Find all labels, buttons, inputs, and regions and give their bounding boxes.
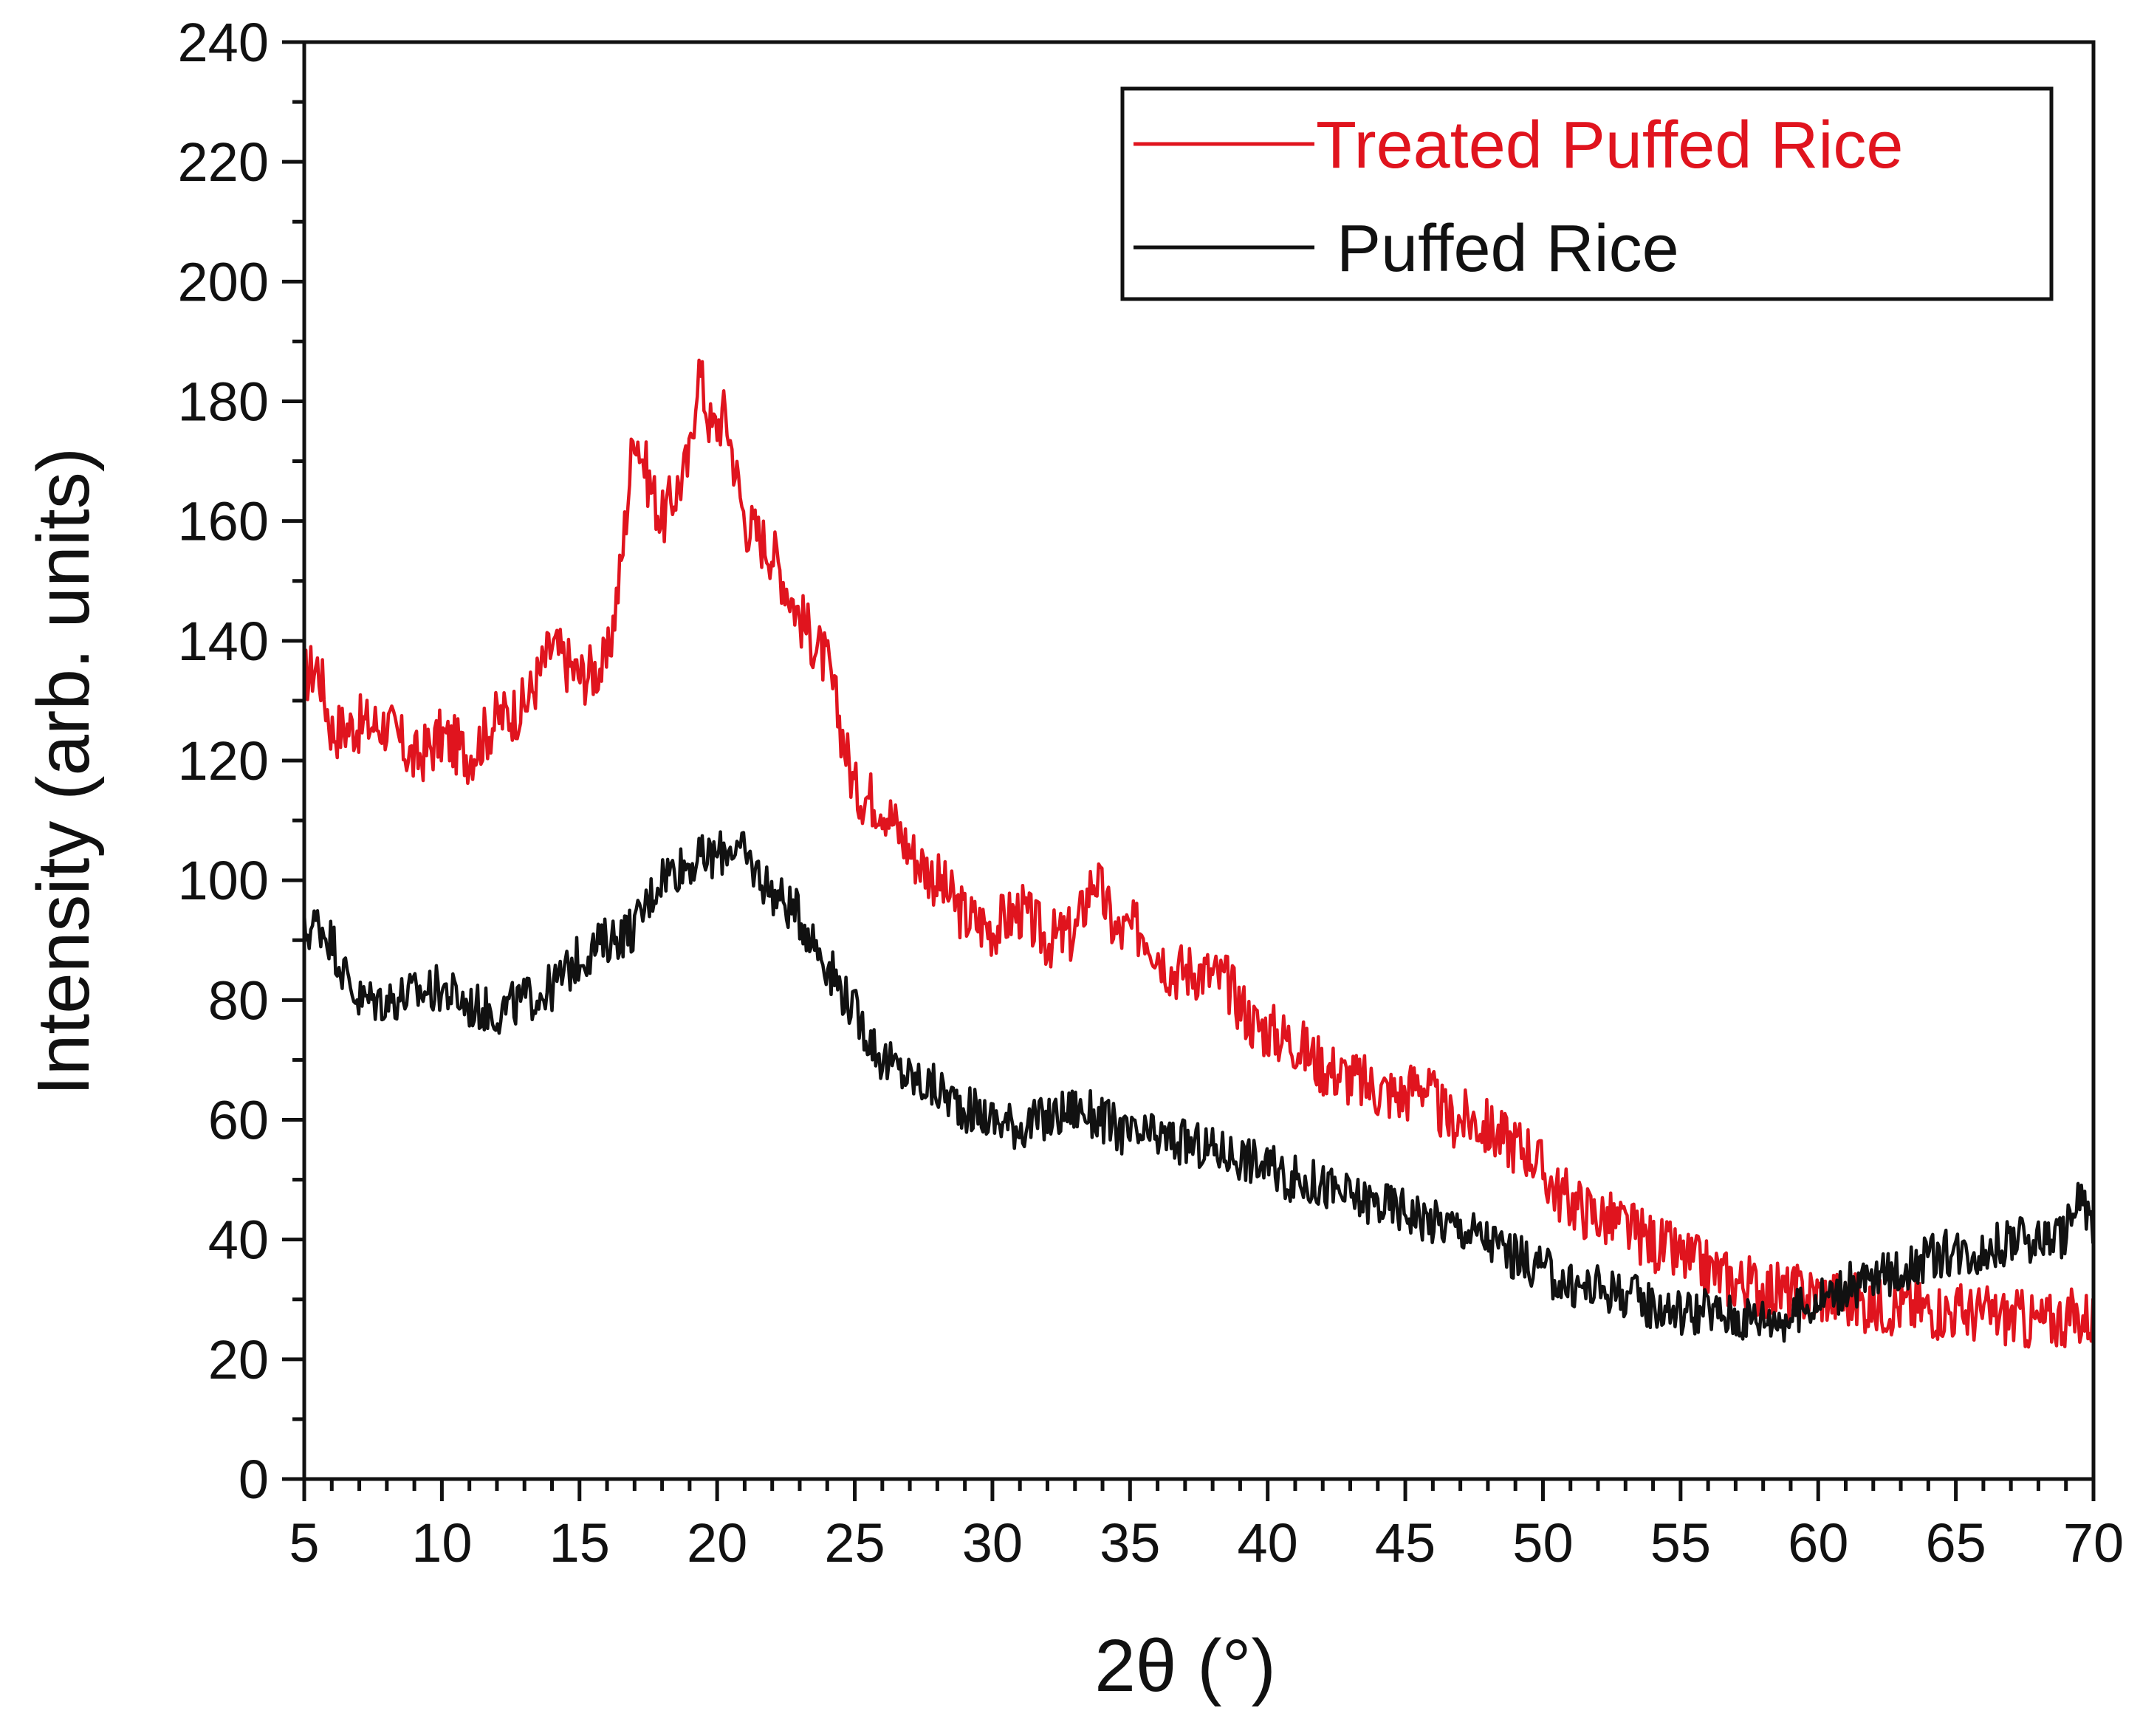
y-tick-label: 200 xyxy=(178,251,269,312)
y-tick-label: 40 xyxy=(208,1210,269,1271)
x-tick-label: 10 xyxy=(411,1512,472,1574)
x-tick-label: 30 xyxy=(962,1512,1023,1574)
x-tick-label: 60 xyxy=(1788,1512,1848,1574)
legend: Treated Puffed Rice Puffed Rice xyxy=(1120,86,2054,301)
y-tick-label: 220 xyxy=(178,131,269,193)
y-tick-label: 0 xyxy=(239,1449,269,1510)
y-tick-label: 120 xyxy=(178,730,269,792)
y-tick-label: 160 xyxy=(178,491,269,552)
series-line-treated-puffed-rice xyxy=(302,358,2095,1349)
series-line-puffed-rice xyxy=(302,830,2095,1343)
x-tick-label: 65 xyxy=(1925,1512,1986,1574)
x-tick-label: 20 xyxy=(687,1512,747,1574)
y-tick-label: 140 xyxy=(178,611,269,672)
legend-label: Treated Puffed Rice xyxy=(1316,109,1903,182)
x-tick-label: 55 xyxy=(1650,1512,1711,1574)
x-tick-label: 25 xyxy=(824,1512,885,1574)
x-axis-title: 2θ (°) xyxy=(1094,1625,1276,1707)
x-tick-label: 40 xyxy=(1238,1512,1298,1574)
legend-label: Puffed Rice xyxy=(1337,212,1679,286)
axes: 0 20 40 60 80 100 120 140 160 180 200 220 240 5 10 15 20… xyxy=(178,12,2124,1574)
y-tick-label: 100 xyxy=(178,850,269,911)
x-tick-label: 45 xyxy=(1375,1512,1436,1574)
y-tick-label: 60 xyxy=(208,1090,269,1151)
plot-area xyxy=(302,358,2095,1349)
y-axis-title: Intensity (arb. units) xyxy=(22,447,105,1096)
y-tick-label: 180 xyxy=(178,371,269,433)
y-tick-label: 240 xyxy=(178,12,269,73)
y-tick-label: 20 xyxy=(208,1329,269,1390)
x-tick-label: 70 xyxy=(2063,1512,2124,1574)
x-tick-label: 50 xyxy=(1512,1512,1573,1574)
x-tick-label: 15 xyxy=(549,1512,610,1574)
legend-box xyxy=(1120,86,2054,301)
x-tick-label: 35 xyxy=(1100,1512,1160,1574)
y-tick-label: 80 xyxy=(208,970,269,1031)
x-tick-label: 5 xyxy=(289,1512,319,1574)
